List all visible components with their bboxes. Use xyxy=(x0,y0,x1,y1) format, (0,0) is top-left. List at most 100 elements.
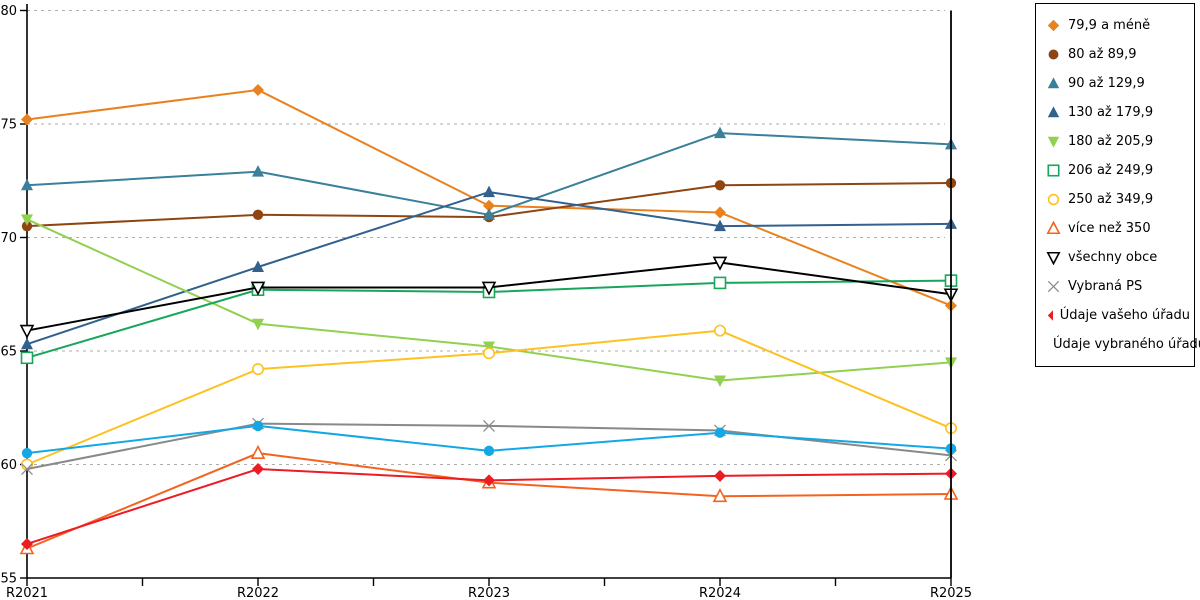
y-tick-label: 70 xyxy=(0,231,17,246)
legend-item: Údaje vašeho úřadu xyxy=(1046,301,1190,330)
legend-marker-triangle-up-icon xyxy=(1047,77,1060,89)
legend-item: všechny obce xyxy=(1046,243,1190,272)
series-marker-circle xyxy=(21,220,33,232)
series-marker-triangle-down xyxy=(250,281,266,296)
legend-marker-circle-icon xyxy=(1047,193,1060,206)
series-marker-triangle-down xyxy=(19,324,35,339)
legend-item: Údaje vybraného úřadu xyxy=(1046,330,1200,359)
x-tick-label: R2025 xyxy=(930,586,972,600)
series-marker-x xyxy=(483,419,495,432)
series-marker-triangle-up xyxy=(252,260,264,273)
x-tick-label: R2023 xyxy=(468,586,510,600)
series-marker-triangle-down xyxy=(483,341,495,353)
series-marker-triangle-up xyxy=(483,185,495,198)
y-tick-label: 80 xyxy=(0,4,17,19)
legend-label: 130 až 179,9 xyxy=(1068,105,1154,120)
series-marker-triangle-up xyxy=(714,219,726,232)
chart-canvas: 55 60 65 70 75 80 R2021 R2022 R2023 R2024 R2025 xyxy=(0,4,972,600)
legend-marker-triangle-up-icon xyxy=(1047,106,1060,118)
legend-label: 90 až 129,9 xyxy=(1068,76,1145,91)
legend-marker-diamond-icon xyxy=(1047,19,1060,32)
series-marker-triangle-down xyxy=(21,214,33,226)
series-marker-square xyxy=(20,351,34,365)
series-marker-circle xyxy=(714,180,726,191)
series-marker-diamond xyxy=(252,463,264,476)
series-marker-square xyxy=(1047,164,1060,177)
series-marker-triangle-up xyxy=(21,178,33,191)
legend-marker-x-icon xyxy=(1047,280,1060,293)
legend-item: 90 až 129,9 xyxy=(1046,69,1190,98)
series-marker-square xyxy=(713,276,727,290)
legend-label: Údaje vašeho úřadu xyxy=(1059,308,1190,323)
series-marker-circle xyxy=(483,445,495,457)
series-marker-triangle-up xyxy=(483,208,495,220)
legend: 79,9 a méně 80 až 89,9 90 až 129,9 130 až 1… xyxy=(1035,3,1200,367)
series-marker-circle xyxy=(252,209,264,220)
series-marker-triangle-up xyxy=(252,165,264,177)
legend-marker-triangle-down-icon xyxy=(1046,251,1061,265)
legend-label: všechny obce xyxy=(1068,250,1158,265)
legend-label: Údaje vybraného úřadu xyxy=(1053,337,1200,352)
series-marker-triangle-down xyxy=(481,281,497,296)
legend-label: 250 až 349,9 xyxy=(1068,192,1154,207)
series-marker-circle xyxy=(1047,193,1060,206)
series-marker-diamond xyxy=(483,474,495,487)
series-marker-x xyxy=(1047,280,1060,293)
series-marker-circle xyxy=(714,427,726,438)
series-marker-circle xyxy=(713,324,726,337)
y-tick-label: 75 xyxy=(0,118,17,133)
series-marker-triangle-down xyxy=(252,318,264,331)
series-marker-triangle-up xyxy=(1046,221,1061,235)
series-marker-triangle-up xyxy=(21,337,33,350)
legend-marker-square-icon xyxy=(1047,164,1060,177)
legend-label: více než 350 xyxy=(1068,221,1151,236)
legend-item: 79,9 a méně xyxy=(1046,11,1190,40)
legend-label: 180 až 205,9 xyxy=(1068,134,1154,149)
legend-label: Vybraná PS xyxy=(1068,279,1143,294)
y-tick-label: 55 xyxy=(0,572,17,587)
y-tick-label: 60 xyxy=(0,458,17,473)
legend-item: 130 až 179,9 xyxy=(1046,98,1190,127)
series-marker-diamond xyxy=(21,537,33,550)
series-line xyxy=(26,88,952,307)
series-marker-triangle-up xyxy=(1047,106,1060,118)
series-marker-triangle-down xyxy=(712,256,728,271)
series-marker-diamond xyxy=(1047,19,1060,32)
series-marker-triangle-up xyxy=(714,126,726,139)
series-marker-x xyxy=(21,463,33,475)
legend-marker-circle-icon xyxy=(1048,49,1059,60)
series-marker-diamond xyxy=(252,83,264,96)
series-line xyxy=(26,452,952,550)
y-tick-label: 65 xyxy=(0,345,17,360)
legend-marker-triangle-up-icon xyxy=(1046,221,1061,235)
x-tick-label: R2024 xyxy=(699,586,741,600)
legend-item: Vybraná PS xyxy=(1046,272,1190,301)
series-marker-circle xyxy=(1048,49,1059,60)
series-marker-circle xyxy=(482,347,495,360)
legend-item: více než 350 xyxy=(1046,214,1190,243)
x-tick-label: R2022 xyxy=(237,586,279,600)
legend-marker-triangle-down-icon xyxy=(1047,136,1060,148)
series-marker-circle xyxy=(252,420,264,432)
series-marker-diamond xyxy=(21,113,33,126)
series-marker-triangle-down xyxy=(1046,251,1061,265)
series-marker-triangle-up xyxy=(250,444,266,459)
series-marker-diamond xyxy=(714,206,726,219)
series-marker-circle xyxy=(21,447,33,459)
legend-label: 79,9 a méně xyxy=(1068,18,1151,33)
series-marker-circle xyxy=(252,363,265,376)
series-marker-triangle-up xyxy=(712,488,728,503)
series-marker-triangle-up xyxy=(1047,77,1060,89)
x-tick-label: R2021 xyxy=(6,586,48,600)
legend-item: 206 až 249,9 xyxy=(1046,156,1190,185)
series-marker-diamond xyxy=(714,469,726,482)
legend-label: 80 až 89,9 xyxy=(1068,47,1137,62)
series-marker-diamond xyxy=(483,199,495,212)
legend-item: 80 až 89,9 xyxy=(1046,40,1190,69)
legend-marker-diamond-icon xyxy=(1047,310,1053,321)
series-marker-triangle-down xyxy=(714,375,726,388)
series-marker-diamond xyxy=(1047,310,1053,321)
series-marker-triangle-down xyxy=(1047,136,1060,148)
legend-item: 180 až 205,9 xyxy=(1046,127,1190,156)
